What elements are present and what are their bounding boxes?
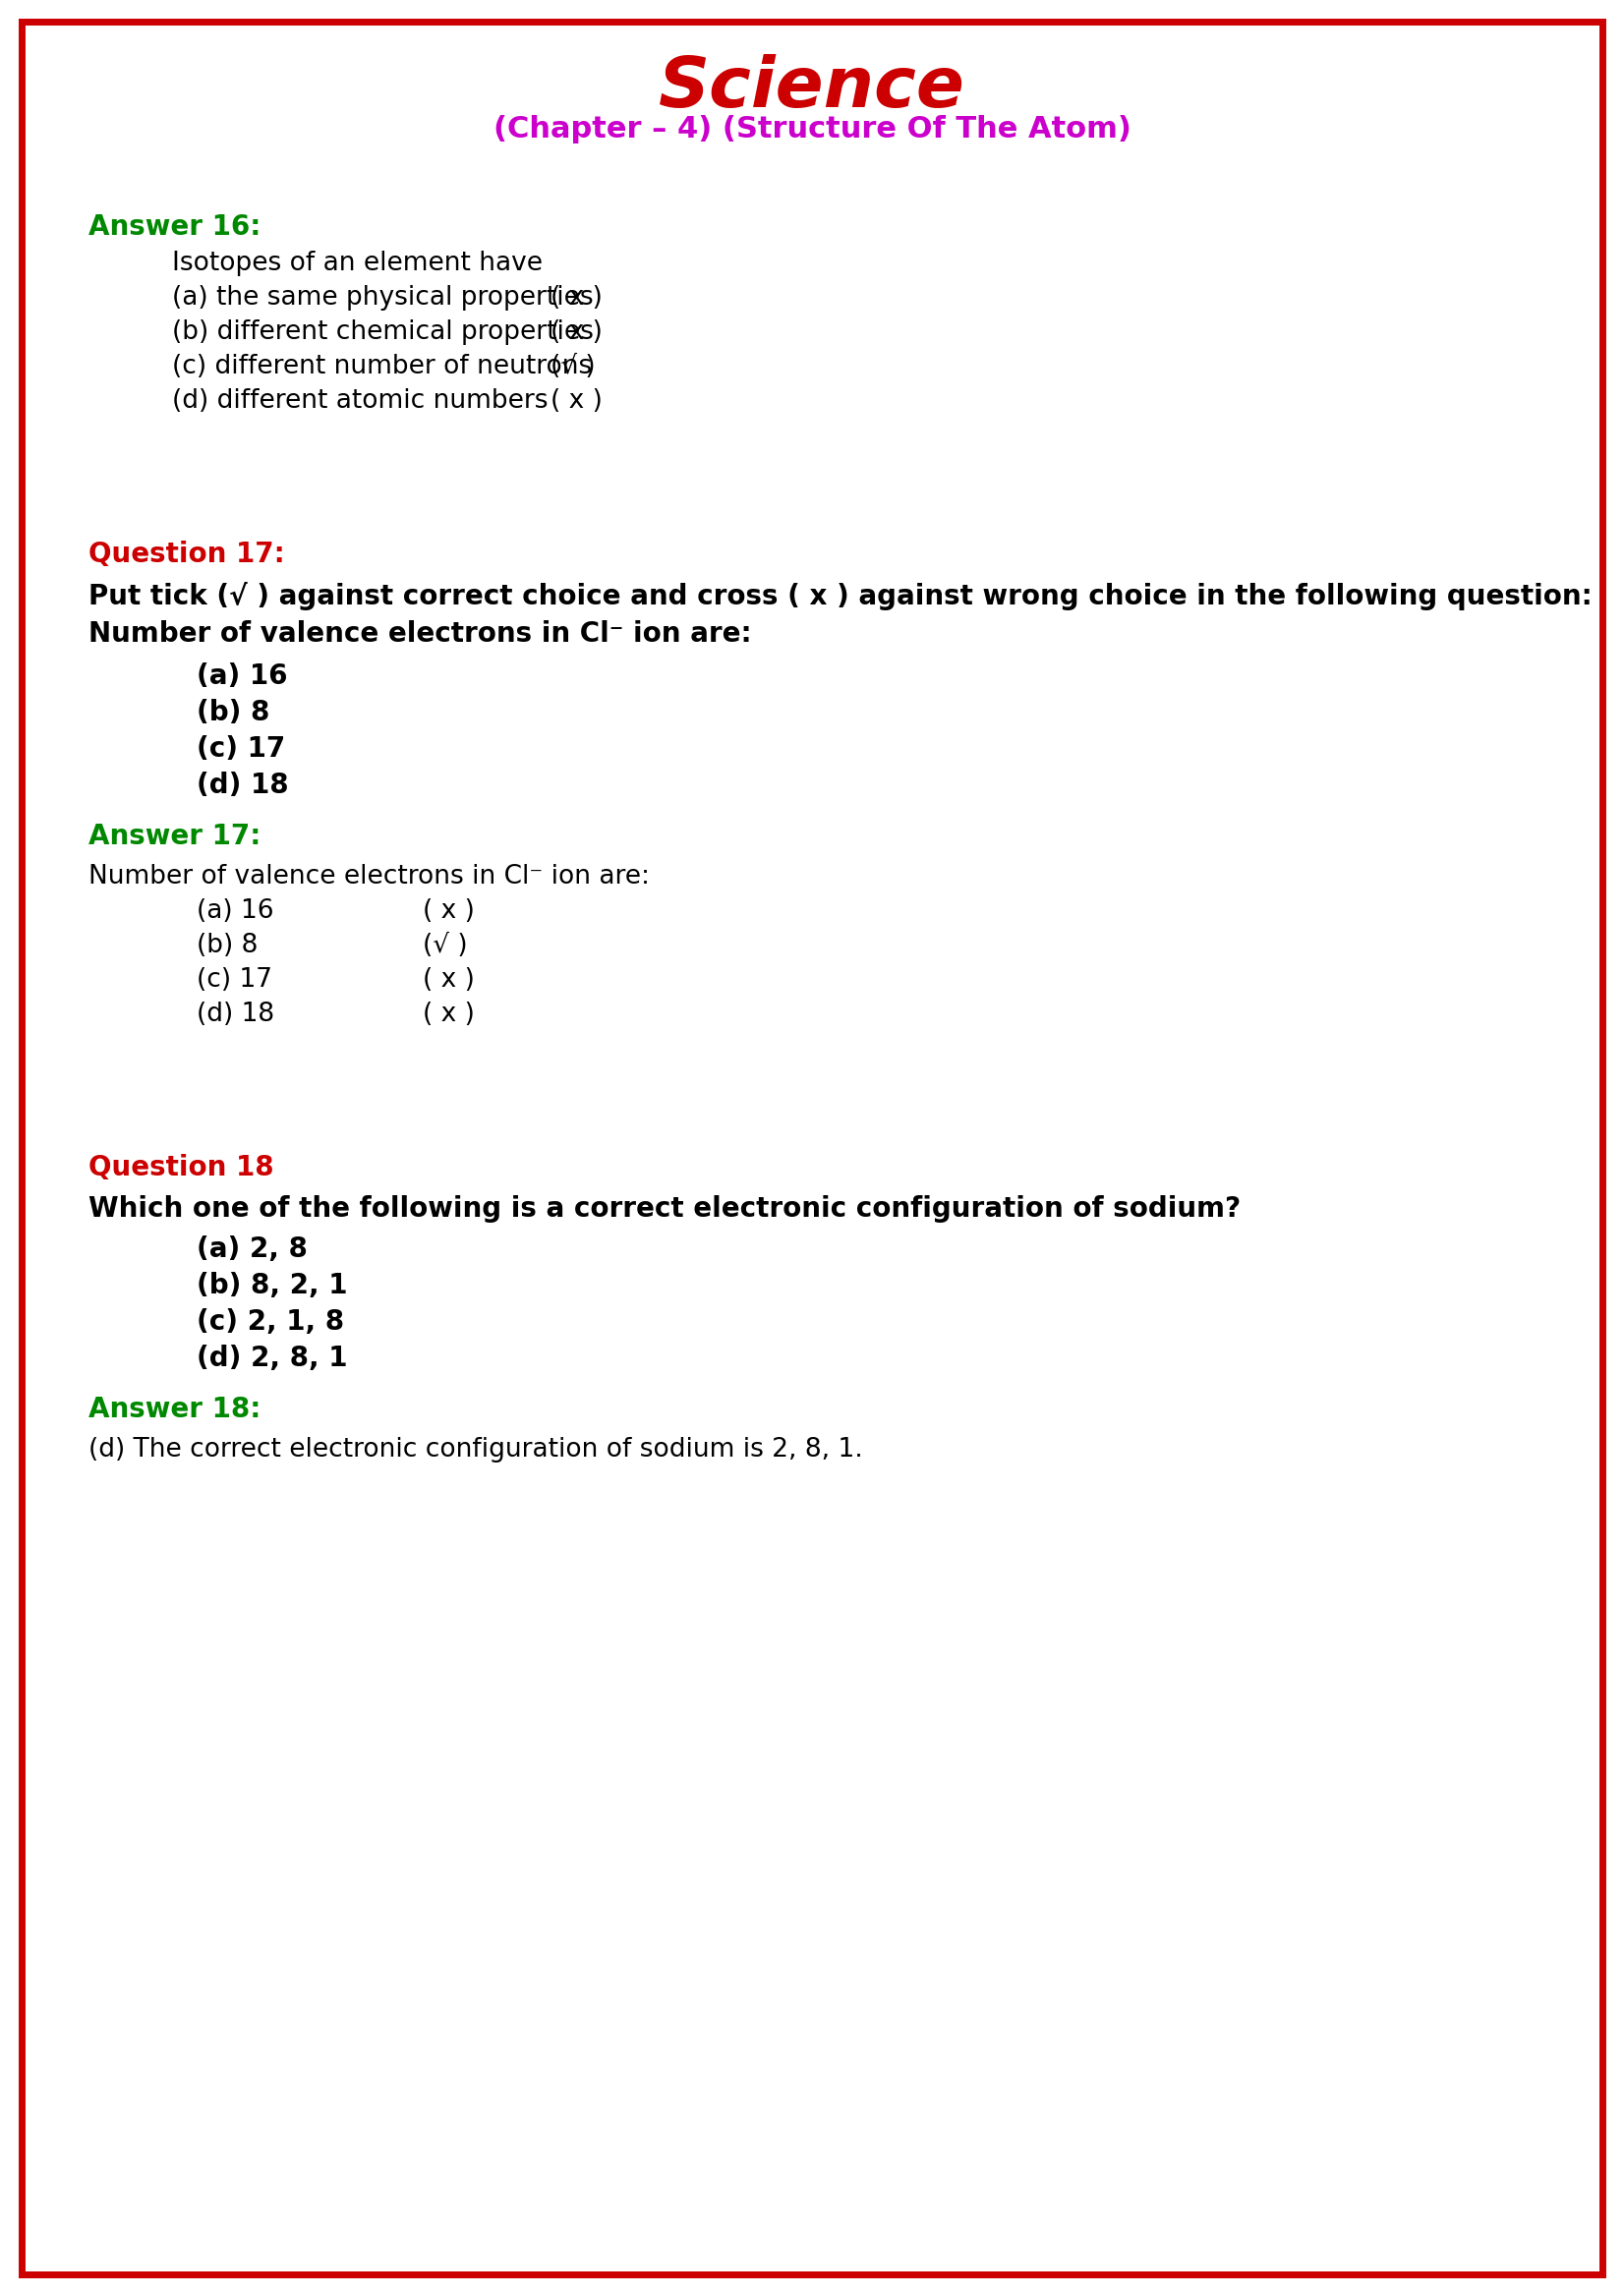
Text: (c) 17: (c) 17 — [197, 967, 273, 992]
Text: (d) 18: (d) 18 — [197, 771, 289, 799]
Text: (Chapter – 4) (Structure Of The Atom): (Chapter – 4) (Structure Of The Atom) — [494, 115, 1130, 142]
Text: (a) 2, 8: (a) 2, 8 — [197, 1235, 307, 1263]
Text: Put tick (√ ) against correct choice and cross ( x ) against wrong choice in the: Put tick (√ ) against correct choice and… — [88, 581, 1592, 611]
Text: (c) 17: (c) 17 — [197, 735, 286, 762]
Text: (d) 2, 8, 1: (d) 2, 8, 1 — [197, 1345, 348, 1373]
Text: ( x ): ( x ) — [422, 967, 474, 992]
Text: ( x ): ( x ) — [422, 898, 474, 923]
Text: (b) 8, 2, 1: (b) 8, 2, 1 — [197, 1272, 348, 1300]
Text: (b) 8: (b) 8 — [197, 932, 258, 957]
Text: (a) 16: (a) 16 — [197, 664, 287, 691]
Text: Question 17:: Question 17: — [88, 540, 284, 567]
Text: ( x ): ( x ) — [551, 285, 603, 310]
Text: Question 18: Question 18 — [88, 1155, 274, 1182]
Text: Number of valence electrons in Cl⁻ ion are:: Number of valence electrons in Cl⁻ ion a… — [88, 863, 650, 889]
Text: (√ ): (√ ) — [551, 354, 596, 379]
Text: (d) The correct electronic configuration of sodium is 2, 8, 1.: (d) The correct electronic configuration… — [88, 1437, 862, 1463]
Text: (d) different atomic numbers: (d) different atomic numbers — [172, 388, 547, 413]
Text: Answer 16:: Answer 16: — [88, 214, 261, 241]
Text: (c) different number of neutrons: (c) different number of neutrons — [172, 354, 593, 379]
Text: Answer 18:: Answer 18: — [88, 1396, 261, 1424]
Text: ( x ): ( x ) — [422, 1001, 474, 1026]
Text: Which one of the following is a correct electronic configuration of sodium?: Which one of the following is a correct … — [88, 1196, 1241, 1224]
Text: Number of valence electrons in Cl⁻ ion are:: Number of valence electrons in Cl⁻ ion a… — [88, 620, 752, 647]
Text: (a) the same physical properties: (a) the same physical properties — [172, 285, 593, 310]
Text: (a) 16: (a) 16 — [197, 898, 274, 923]
Text: Answer 17:: Answer 17: — [88, 822, 261, 850]
Text: (√ ): (√ ) — [422, 932, 468, 957]
Text: (c) 2, 1, 8: (c) 2, 1, 8 — [197, 1309, 344, 1336]
Text: (b) 8: (b) 8 — [197, 698, 270, 726]
Text: ( x ): ( x ) — [551, 388, 603, 413]
Text: (d) 18: (d) 18 — [197, 1001, 274, 1026]
Text: ( x ): ( x ) — [551, 319, 603, 344]
Text: (b) different chemical properties: (b) different chemical properties — [172, 319, 594, 344]
Text: Isotopes of an element have: Isotopes of an element have — [172, 250, 542, 276]
Text: Science: Science — [659, 55, 965, 122]
